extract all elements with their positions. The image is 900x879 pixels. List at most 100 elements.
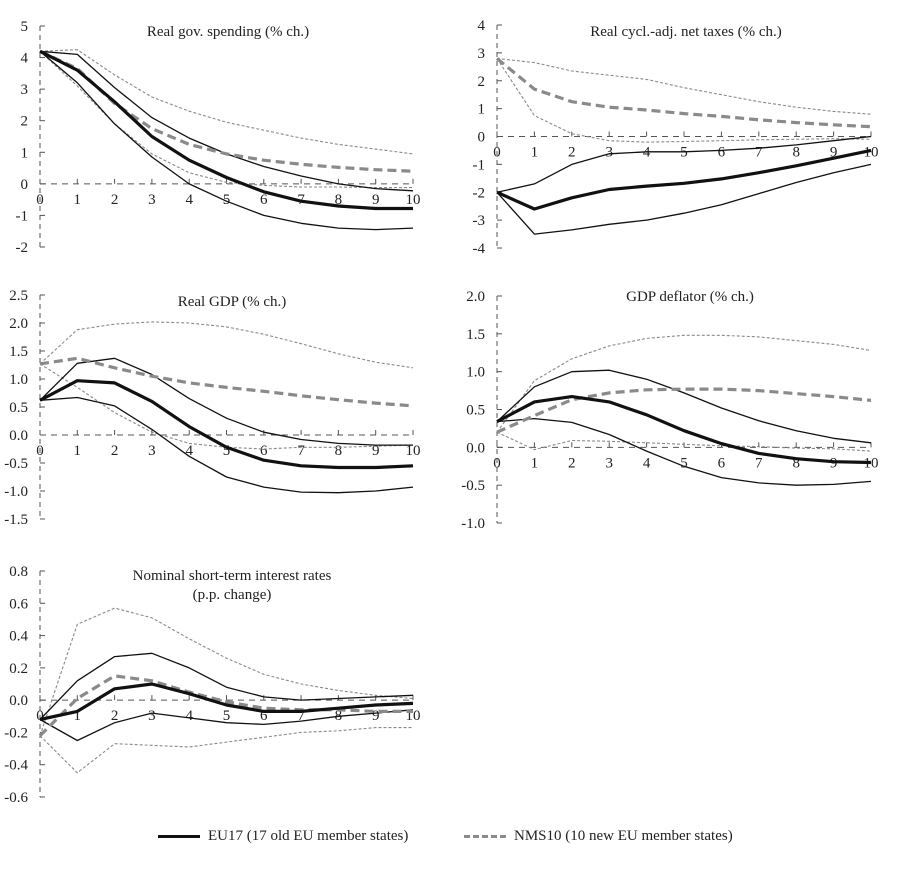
y-tick-label: -1 [16, 208, 29, 224]
y-tick-label: 4 [21, 51, 29, 67]
y-tick-label: 1.0 [9, 372, 28, 388]
y-tick-label: 5 [21, 19, 29, 35]
y-tick-label: 2.0 [9, 316, 28, 332]
x-tick-label: 2 [568, 145, 576, 161]
nms10-mean-line [39, 356, 414, 408]
x-tick-label: 4 [643, 455, 651, 471]
panel-4: GDP deflator (% ch.) 2.0 1.5 1.0 0.5 0.0 -0.5 -… [461, 289, 878, 532]
x-tick-label: 1 [74, 192, 82, 208]
panel-title: GDP deflator (% ch.) [626, 289, 754, 305]
x-tick-label: 5 [223, 192, 231, 208]
x-tick-label: 9 [830, 455, 838, 471]
y-tick-label: 0 [478, 130, 486, 146]
x-tick-label: 9 [372, 192, 380, 208]
legend-label-eu17: EU17 (17 old EU member states) [208, 828, 409, 844]
x-tick-label: 1 [531, 455, 539, 471]
x-tick-label: 8 [335, 192, 343, 208]
y-tick-label: 0.0 [9, 693, 28, 709]
y-tick-label: 0.4 [9, 629, 28, 645]
nms10-upper-band-line [39, 321, 414, 369]
x-tick-label: 9 [830, 145, 838, 161]
x-tick-label: 3 [148, 443, 156, 459]
x-tick-label: 7 [297, 443, 305, 459]
x-tick-label: 7 [297, 708, 305, 724]
y-tick-label: 3 [478, 46, 486, 62]
nms10-mean-line [38, 674, 413, 737]
y-tick-label: -4 [473, 241, 486, 257]
eu17-upper-band-line [496, 135, 872, 193]
nms10-upper-band-line [496, 334, 872, 433]
x-tick-label: 10 [864, 145, 879, 161]
eu17-lower-band-line [496, 163, 872, 235]
eu17-upper-band-line [39, 50, 414, 192]
x-tick-label: 7 [755, 145, 763, 161]
x-tick-label: 10 [406, 443, 421, 459]
panel-5: Nominal short-term interest rates (p.p. c… [4, 564, 420, 806]
x-tick-label: 8 [335, 443, 343, 459]
y-tick-label: 2 [21, 114, 29, 130]
x-tick-label: 2 [568, 455, 576, 471]
x-tick-label: 4 [185, 443, 193, 459]
eu17-lower-band-line [39, 709, 414, 742]
eu17-lower-band-line [39, 396, 414, 494]
panel-title: Real cycl.-adj. net taxes (% ch.) [590, 24, 782, 40]
y-tick-label: -0.6 [4, 790, 28, 806]
y-tick-label: -1.0 [4, 484, 28, 500]
x-tick-label: 1 [531, 145, 539, 161]
x-tick-label: 0 [493, 455, 501, 471]
x-tick-label: 3 [605, 145, 613, 161]
x-tick-label: 5 [680, 145, 688, 161]
x-tick-label: 2 [111, 192, 119, 208]
eu17-mean-line [496, 148, 872, 211]
y-tick-label: -0.5 [461, 478, 485, 494]
x-tick-label: 9 [372, 443, 380, 459]
eu17-mean-line [39, 49, 413, 211]
y-tick-label: 0.8 [9, 564, 28, 580]
x-tick-label: 8 [792, 455, 800, 471]
legend-swatch-nms10 [464, 835, 506, 838]
y-tick-label: -2 [473, 185, 486, 201]
panel-title: (p.p. change) [193, 587, 272, 603]
y-tick-label: 1.5 [466, 327, 485, 343]
y-tick-label: -0.4 [4, 758, 28, 774]
x-tick-label: 10 [864, 455, 879, 471]
legend-item-nms10: NMS10 (10 new EU member states) [464, 828, 733, 845]
legend-item-eu17: EU17 (17 old EU member states) [158, 828, 408, 845]
legend-label-nms10: NMS10 (10 new EU member states) [514, 828, 733, 844]
eu17-upper-band-line [39, 652, 414, 720]
x-tick-label: 6 [260, 443, 268, 459]
y-tick-label: 1.5 [9, 344, 28, 360]
x-tick-label: 2 [111, 708, 119, 724]
legend-swatch-eu17 [158, 835, 200, 838]
nms10-mean-line [495, 57, 872, 129]
y-tick-label: 1 [478, 102, 486, 118]
y-tick-label: 3 [21, 82, 29, 98]
y-tick-label: 0.0 [466, 440, 485, 456]
x-tick-label: 6 [260, 708, 268, 724]
y-tick-label: -1.5 [4, 512, 28, 528]
x-tick-label: 8 [792, 145, 800, 161]
x-tick-label: 4 [643, 145, 651, 161]
x-tick-label: 0 [36, 708, 44, 724]
y-tick-label: -0.2 [4, 725, 28, 741]
nms10-upper-band-line [39, 607, 414, 736]
eu17-lower-band-line [39, 50, 414, 231]
x-tick-label: 6 [260, 192, 268, 208]
nms10-upper-band-line [496, 57, 872, 115]
y-tick-label: -0.5 [4, 456, 28, 472]
nms10-lower-band-line [496, 58, 872, 143]
panel-title: Real GDP (% ch.) [178, 294, 287, 310]
x-tick-label: 2 [111, 443, 119, 459]
nms10-upper-band-line [39, 49, 414, 155]
x-tick-label: 5 [223, 443, 231, 459]
x-tick-label: 1 [74, 708, 82, 724]
x-tick-label: 0 [36, 192, 44, 208]
x-tick-label: 3 [148, 192, 156, 208]
x-tick-label: 4 [185, 192, 193, 208]
nms10-mean-line [496, 387, 872, 434]
y-tick-label: 0.2 [9, 661, 28, 677]
y-tick-label: -2 [16, 240, 29, 256]
x-tick-label: 5 [223, 708, 231, 724]
